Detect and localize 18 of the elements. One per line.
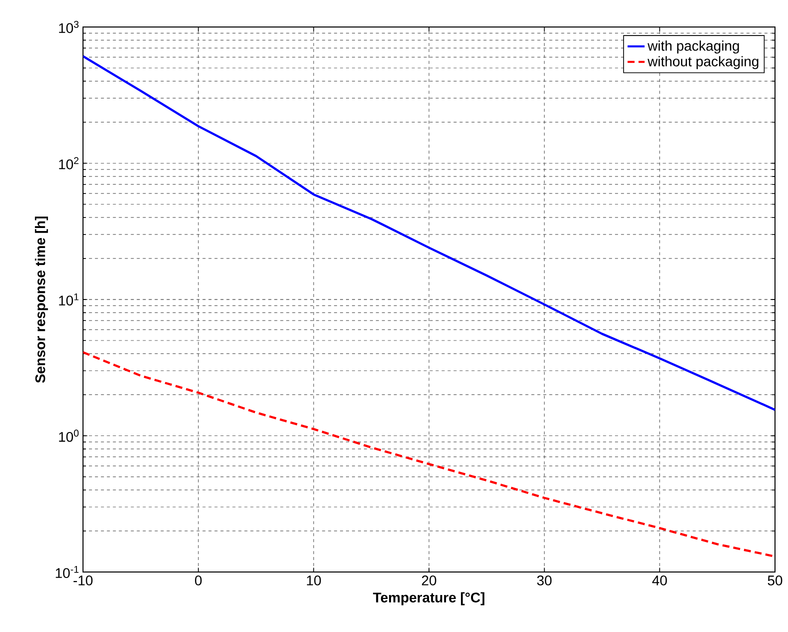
line-series <box>83 351 776 558</box>
legend-label: without packaging <box>648 56 758 70</box>
x-tick-label: 40 <box>652 576 667 586</box>
x-tick-label: 0 <box>195 576 202 586</box>
y-tick-label: 10$^{-1}$ <box>56 566 79 578</box>
x-tick-label: -10 <box>74 576 93 586</box>
line-series <box>83 55 776 411</box>
x-tick-label: 20 <box>422 576 436 586</box>
x-tick-label: 50 <box>768 576 782 586</box>
y-tick-label: 10$^{0}$ <box>59 430 79 442</box>
legend-label: with packaging <box>648 40 739 54</box>
y-axis-title: Sensor response time [h] <box>34 216 48 383</box>
y-tick-label: 10$^{2}$ <box>59 157 78 170</box>
x-axis-title: Temperature [°C] <box>373 592 484 606</box>
y-tick-label: 10$^{1}$ <box>59 293 79 306</box>
x-tick-label: 10 <box>306 576 321 586</box>
y-tick-label: 10$^{3}$ <box>59 20 79 34</box>
x-tick-label: 30 <box>537 576 552 586</box>
